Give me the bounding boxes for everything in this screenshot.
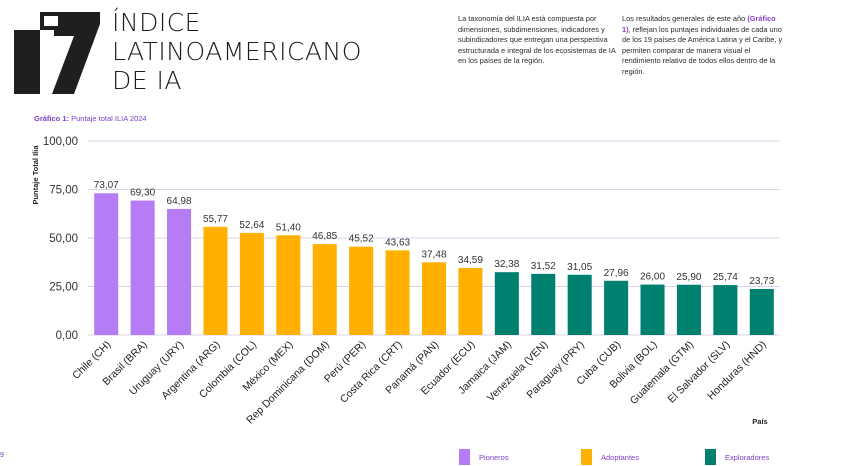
chart-caption-text: Puntaje total ILIA 2024 [71, 114, 147, 123]
y-tick-label: 0,00 [56, 330, 78, 342]
data-label: 55,77 [203, 214, 228, 225]
legend-label-adoptantes: Adoptantes [601, 452, 639, 462]
legend-item-pioneros: Pioneros [459, 449, 509, 465]
bar [94, 193, 119, 335]
data-label: 69,30 [130, 188, 155, 199]
bar [531, 273, 556, 335]
page-title: ÍNDICE LATINOAMERICANO DE IA [112, 8, 362, 95]
x-tick-label: Costa Rica (CRT) [338, 339, 405, 406]
results-paragraph-end: , reflejan los puntajes individuales de … [622, 24, 783, 76]
data-label: 37,48 [421, 249, 446, 260]
bar [385, 250, 410, 335]
data-label: 45,52 [349, 234, 374, 245]
title-line-2: LATINOAMERICANO [112, 37, 362, 66]
bar [276, 235, 301, 335]
bar [203, 226, 228, 335]
legend-label-pioneros: Pioneros [479, 452, 509, 462]
chart-reference: (Gráfico 1) [622, 14, 776, 34]
y-tick-label: 25,00 [49, 282, 78, 294]
bar [749, 288, 774, 335]
y-tick-label: 75,00 [49, 185, 78, 197]
legend-label-exploradores: Exploradores [725, 452, 770, 462]
title-line-1: ÍNDICE [112, 8, 201, 37]
data-label: 64,98 [167, 196, 192, 207]
bar [130, 200, 155, 335]
title-line-3: DE IA [112, 66, 182, 95]
bar [604, 280, 629, 335]
bar [458, 267, 483, 335]
data-label: 46,85 [312, 231, 337, 242]
x-axis-title: País [752, 417, 767, 426]
bar [421, 262, 447, 335]
bar [239, 232, 264, 335]
ilia-logo [14, 12, 100, 94]
data-label: 52,64 [239, 220, 264, 231]
bar [312, 244, 337, 335]
data-label: 27,96 [604, 268, 629, 279]
results-paragraph: Los resultados generales de este año (Gr… [622, 14, 784, 78]
bar [676, 284, 701, 335]
data-label: 25,90 [676, 272, 701, 283]
legend-swatch-exploradores [705, 449, 716, 465]
legend-swatch-adoptantes [581, 449, 592, 465]
bar [713, 285, 738, 335]
y-tick-label: 50,00 [49, 233, 78, 245]
y-tick-label: 100,00 [43, 136, 78, 148]
page-corner-mark: 9 [0, 452, 4, 459]
x-tick-label: El Salvador (SLV) [666, 339, 733, 406]
chart-caption-label: Gráfico 1: [34, 114, 70, 123]
y-axis-title: Puntaje Total Ilia [31, 145, 40, 205]
data-label: 26,00 [640, 272, 665, 283]
bar [167, 208, 192, 335]
chart-caption: Gráfico 1: Puntaje total ILIA 2024 [34, 114, 147, 123]
bar [349, 246, 374, 335]
data-label: 51,40 [276, 222, 301, 233]
data-label: 34,59 [458, 255, 483, 266]
data-label: 43,63 [385, 237, 410, 248]
data-label: 23,73 [749, 276, 774, 287]
legend-item-exploradores: Exploradores [705, 449, 769, 465]
data-label: 31,52 [531, 261, 556, 272]
results-paragraph-start: Los resultados generales de este año [622, 14, 748, 23]
legend-swatch-pioneros [459, 449, 470, 465]
data-label: 32,38 [494, 259, 519, 270]
bar [494, 272, 519, 335]
bar [567, 274, 592, 335]
legend-item-adoptantes: Adoptantes [581, 449, 639, 465]
data-label: 25,74 [713, 272, 738, 283]
data-label: 73,07 [94, 180, 119, 191]
intro-paragraph: La taxonomía del ILIA está compuesta por… [458, 14, 616, 66]
bar [640, 284, 665, 335]
data-label: 31,05 [567, 262, 592, 273]
x-tick-label: Guatemala (GTM) [628, 339, 696, 407]
